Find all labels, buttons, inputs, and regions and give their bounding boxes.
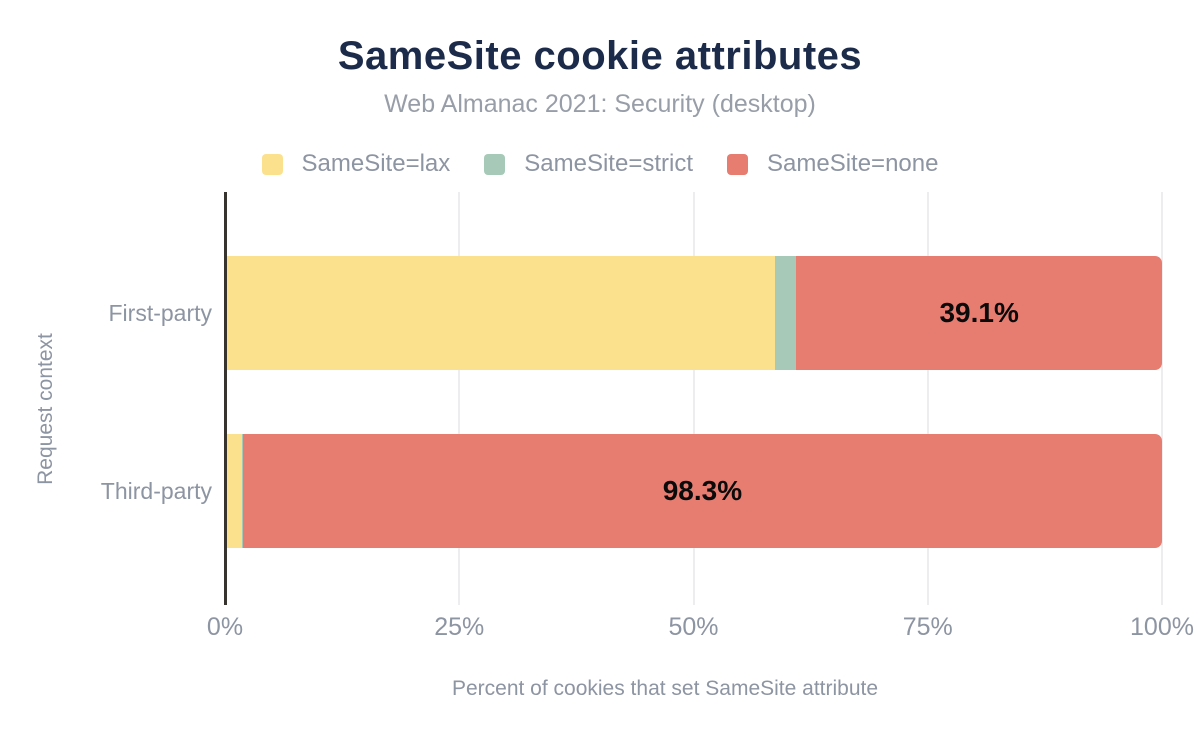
category-label-third-party: Third-party [100,478,212,504]
x-tick-label-50: 50% [668,613,719,641]
bar-row-third-party: 98.3% [227,434,1162,548]
legend-label: SameSite=lax [301,150,451,177]
bar-value-label: 98.3% [662,475,743,506]
gridline-100 [1161,192,1163,605]
legend-item-samesite-lax: SameSite=lax [261,150,451,178]
y-axis-title: Request context [34,333,57,485]
y-axis-line [223,192,227,605]
bar-segment-samesite-strict [241,434,243,548]
bar-value-label: 39.1% [939,297,1019,328]
x-tick-label-75: 75% [902,613,953,641]
x-tick-label-0: 0% [206,613,244,641]
gridline-50 [692,192,695,605]
legend-label: SameSite=strict [524,150,693,177]
chart-title: SameSite cookie attributes [337,34,863,78]
x-tick-label-100: 100% [1130,613,1194,641]
legend: SameSite=lax SameSite=strict SameSite=none [0,150,1200,178]
chart-subtitle: Web Almanac 2021: Security (desktop) [384,90,816,118]
legend-swatch-icon [484,153,506,175]
bar-segment-samesite-none: 98.3% [242,434,1162,548]
category-label-first-party: First-party [108,300,213,326]
legend-item-samesite-none: SameSite=none [727,150,938,178]
gridline-75 [926,192,929,605]
gridline-25 [458,192,461,605]
bar-segment-samesite-lax [227,256,775,370]
bar-segment-samesite-none: 39.1% [796,256,1162,370]
bar-row-first-party: 39.1% [227,256,1162,370]
legend-swatch-icon [261,153,283,175]
legend-item-samesite-strict: SameSite=strict [484,150,693,178]
legend-label: SameSite=none [767,150,939,177]
x-axis-title: Percent of cookies that set SameSite att… [451,677,879,700]
x-tick-label-25: 25% [434,613,485,641]
legend-swatch-icon [727,153,748,175]
bar-segment-samesite-strict [774,256,797,370]
bar-segment-samesite-lax [227,434,242,548]
